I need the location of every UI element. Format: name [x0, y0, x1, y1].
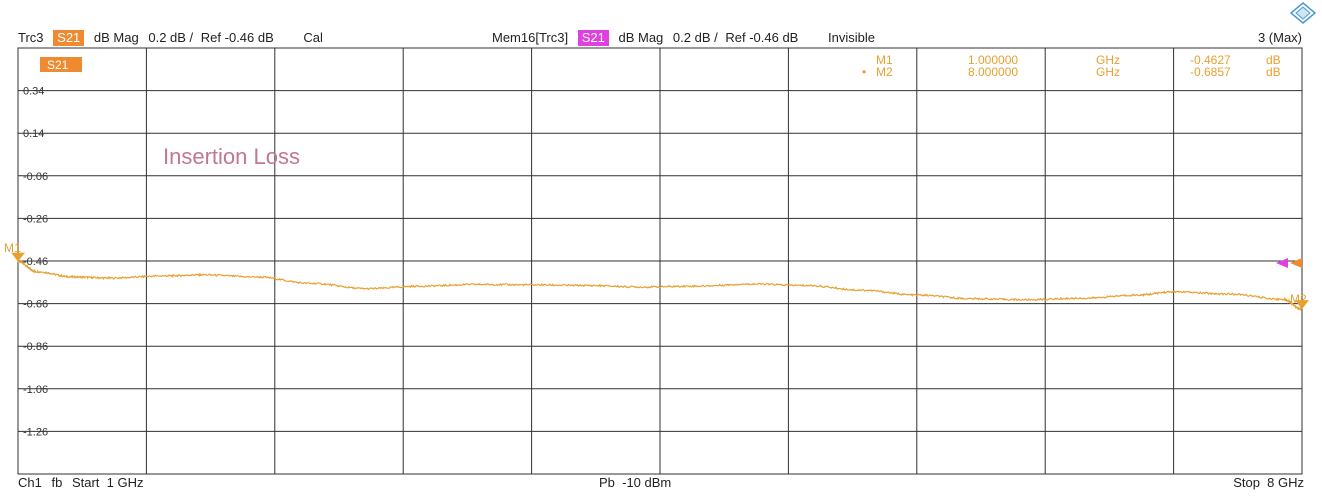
y-tick-label: 0.14	[23, 128, 44, 140]
footer-left: Ch1 fb Start 1 GHz	[18, 475, 143, 491]
grid	[17, 47, 1303, 475]
trace-cal: Cal	[303, 30, 323, 45]
marker-table: M1 1.000000 GHz -0.4627 dB • M2 8.000000…	[862, 53, 1281, 79]
mem-scale: 0.2 dB /	[672, 30, 718, 45]
y-tick-label: 0.34	[23, 86, 44, 98]
y-tick-label: -0.06	[23, 171, 48, 183]
marker-table-m1-unit: GHz	[1096, 53, 1120, 67]
trace-badge-bg	[40, 57, 82, 72]
footer-mode: fb	[51, 475, 63, 490]
footer-power: Pb -10 dBm	[599, 475, 672, 490]
footer-start: Start 1 GHz	[71, 475, 144, 490]
marker-table-m1-vunit: dB	[1266, 53, 1281, 67]
mem-state: Invisible	[827, 30, 875, 45]
trace-param-badge: S21	[53, 30, 85, 46]
trace-format: dB Mag	[93, 30, 139, 45]
marker-table-m2-name: M2	[876, 65, 893, 79]
y-tick-label: -0.26	[23, 213, 48, 225]
mem-format: dB Mag	[618, 30, 664, 45]
marker-m2-icon	[1295, 300, 1309, 310]
rohde-schwarz-logo-icon	[1290, 2, 1316, 24]
ref-level-mem-arrow	[1276, 258, 1288, 268]
marker-table-m2-unit: GHz	[1096, 65, 1120, 79]
y-tick-label: -0.66	[23, 299, 48, 311]
y-tick-label: -0.86	[23, 341, 48, 353]
marker-layer	[11, 252, 1309, 310]
y-tick-label: -1.06	[23, 384, 48, 396]
footer-stop: Stop 8 GHz	[1233, 475, 1304, 490]
trace-name: Trc3	[18, 30, 44, 45]
series-line-s21	[17, 260, 1303, 312]
y-tick-label: -0.46	[23, 256, 48, 268]
marker-table-m1-freq: 1.000000	[968, 53, 1018, 67]
marker-table-m2-value: -0.6857	[1190, 65, 1231, 79]
max-label: 3 (Max)	[1257, 30, 1302, 45]
memory-info-line: Mem16[Trc3] S21 dB Mag 0.2 dB / Ref -0.4…	[492, 30, 875, 46]
trace-scale: 0.2 dB /	[148, 30, 194, 45]
trace-ref: Ref -0.46 dB	[200, 30, 274, 45]
marker-m2-label: M2	[1290, 292, 1307, 306]
mem-name: Mem16[Trc3]	[492, 30, 569, 45]
annotation-insertion-loss: Insertion Loss	[163, 144, 300, 169]
marker-table-m1-value: -0.4627	[1190, 53, 1231, 67]
mem-ref: Ref -0.46 dB	[725, 30, 799, 45]
ref-level-trace-arrow	[1290, 258, 1302, 268]
y-tick-labels: 0.34 0.14 -0.06 -0.26 -0.46 -0.66 -0.86 -1.06 -1…	[23, 86, 48, 439]
marker-m1-icon	[11, 252, 25, 262]
trace-layer	[17, 260, 1303, 312]
marker-table-m2-bullet: •	[862, 65, 866, 79]
footer-channel: Ch1	[18, 475, 42, 490]
trace-info-line: Trc3 S21 dB Mag 0.2 dB / Ref -0.46 dB Ca…	[18, 30, 323, 46]
y-tick-label: -1.26	[23, 426, 48, 438]
marker-table-m1-name: M1	[876, 53, 893, 67]
marker-m1-label: M1	[4, 241, 21, 255]
trace-badge-label: S21	[47, 58, 69, 72]
marker-table-m2-vunit: dB	[1266, 65, 1281, 79]
mem-param-badge: S21	[577, 30, 609, 46]
marker-table-m2-freq: 8.000000	[968, 65, 1018, 79]
